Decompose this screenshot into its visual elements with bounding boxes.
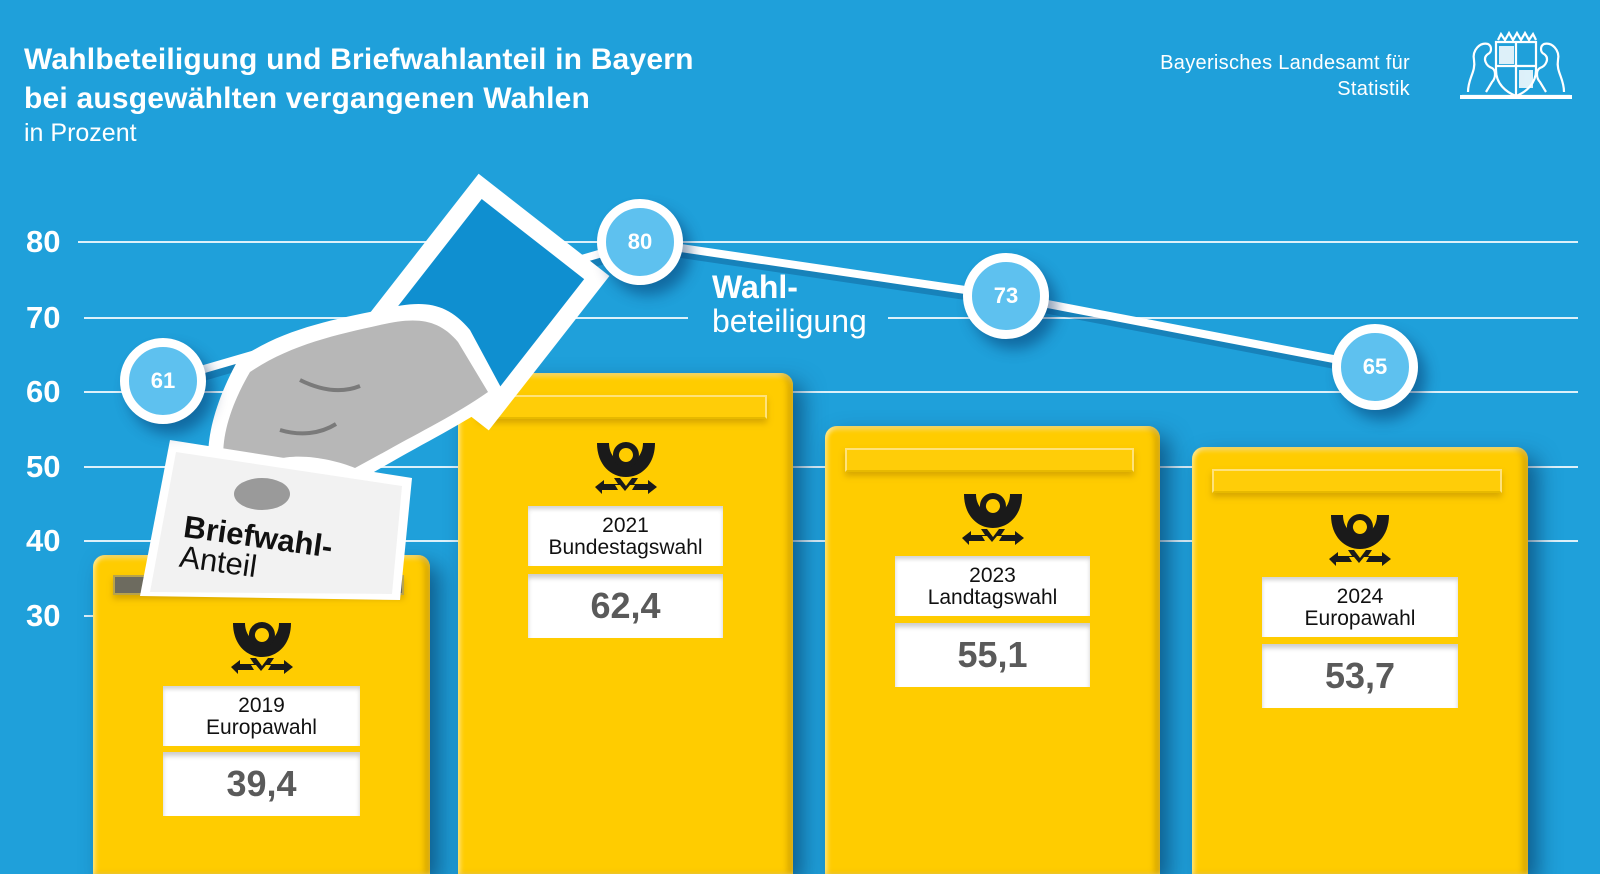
- mailbox-slot: [1212, 469, 1502, 493]
- legend-gridline-gap: [688, 316, 888, 322]
- postal-share-value: 55,1: [895, 623, 1090, 687]
- y-tick-60: 60: [26, 374, 61, 409]
- election-name: Landtagswahl: [927, 586, 1058, 609]
- gridline-30: [84, 615, 96, 617]
- y-tick-70: 70: [26, 300, 61, 335]
- agency-line-1: Bayerisches Landesamt für: [1160, 52, 1410, 74]
- y-tick-50: 50: [26, 449, 61, 484]
- title-line-2: bei ausgewählten vergangenen Wahlen: [24, 82, 591, 115]
- postal-share-value: 39,4: [163, 752, 360, 816]
- election-label: 2021 Bundestagswahl: [528, 506, 723, 566]
- y-tick-80: 80: [26, 224, 61, 259]
- agency-line-2: Statistik: [1337, 78, 1410, 100]
- election-name: Bundestagswahl: [548, 536, 703, 559]
- gridline-60: [84, 391, 1578, 393]
- postal-share-value: 53,7: [1262, 644, 1458, 708]
- bar-2024-europawahl: 2024 Europawahl 53,7: [1192, 447, 1528, 874]
- posthorn-icon: [1329, 514, 1391, 566]
- election-label: 2023 Landtagswahl: [895, 556, 1090, 616]
- posthorn-icon: [230, 622, 293, 674]
- agency-name: Bayerisches Landesamt für Statistik: [1160, 50, 1410, 102]
- turnout-dot-2019: 61: [120, 338, 206, 424]
- y-tick-30: 30: [26, 598, 61, 633]
- election-label: 2019 Europawahl: [163, 686, 360, 746]
- posthorn-icon: [594, 442, 657, 494]
- title-line-1: Wahlbeteiligung und Briefwahlanteil in B…: [24, 43, 694, 76]
- turnout-dot-2024: 65: [1332, 324, 1418, 410]
- election-year: 2019: [238, 694, 285, 717]
- turnout-legend: Wahl- beteiligung: [712, 270, 867, 338]
- election-year: 2024: [1336, 585, 1384, 608]
- election-label: 2024 Europawahl: [1262, 577, 1458, 637]
- election-year: 2021: [602, 514, 649, 537]
- election-year: 2023: [969, 564, 1016, 587]
- chart-title: Wahlbeteiligung und Briefwahlanteil in B…: [24, 40, 694, 118]
- election-name: Europawahl: [206, 716, 317, 739]
- mailbox-slot: [845, 448, 1134, 472]
- unit-label: in Prozent: [24, 119, 137, 147]
- turnout-legend-line-2: beteiligung: [712, 303, 867, 339]
- y-tick-40: 40: [26, 523, 61, 558]
- mailbox-slot: [478, 395, 767, 419]
- election-name: Europawahl: [1304, 607, 1416, 630]
- posthorn-icon: [961, 493, 1024, 545]
- bar-2023-landtagswahl: 2023 Landtagswahl 55,1: [825, 426, 1160, 874]
- turnout-legend-line-1: Wahl-: [712, 269, 798, 305]
- turnout-dot-2023: 73: [963, 253, 1049, 339]
- gridline-80: [78, 241, 1578, 243]
- bar-2021-bundestagswahl: 2021 Bundestagswahl 62,4: [458, 373, 793, 874]
- bavarian-coat-of-arms-icon: [1460, 30, 1572, 99]
- turnout-dot-2021: 80: [597, 199, 683, 285]
- postal-share-value: 62,4: [528, 574, 723, 638]
